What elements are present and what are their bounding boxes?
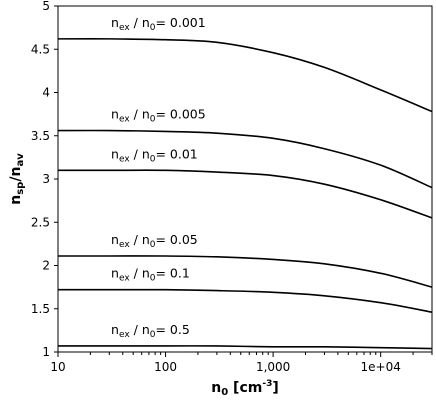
- series-label-part: n: [111, 15, 119, 30]
- series-label-part: 0: [150, 274, 156, 284]
- series-line-ratio-0.005: [57, 129, 433, 189]
- series-label-part: = 0.1: [155, 266, 189, 281]
- y-tick-label: 2.5: [31, 215, 50, 229]
- y-tick-label: 1: [42, 345, 50, 359]
- series-label-part: n: [111, 146, 119, 161]
- series-label-part: = 0.01: [155, 146, 197, 161]
- series-label-part: = 0.05: [155, 232, 197, 247]
- axis-ticks: 1 1.5 2 2.5 3 3.5 4 4.5 5 10 100 1,000 1e+04: [31, 0, 433, 374]
- series-label-part: ex: [119, 115, 130, 125]
- series-label-part: n: [111, 266, 119, 281]
- y-tick-label: 4: [42, 86, 50, 100]
- y-tick-label: 2: [42, 259, 50, 273]
- series-label-part: ex: [119, 23, 130, 33]
- y-tick-label: 3: [42, 172, 50, 186]
- series-label-part: n: [111, 322, 119, 337]
- series-label-part: ex: [119, 274, 130, 284]
- series-label-part: 0: [150, 23, 156, 33]
- series-label-part: n: [111, 232, 119, 247]
- y-tick-label: 4.5: [31, 42, 50, 56]
- series-label-part: / n: [130, 146, 150, 161]
- plot-frame: [57, 5, 433, 353]
- series-label-part: = 0.005: [155, 107, 205, 122]
- series-label-ratio-0.001: nex / n0= 0.001: [111, 15, 206, 33]
- y-tick-label: 3.5: [31, 129, 50, 143]
- x-tick-label: 1e+04: [361, 360, 401, 374]
- y-tick-label: 5: [42, 0, 50, 13]
- series-label-part: ex: [119, 330, 130, 340]
- series-label-ratio-0.05: nex / n0= 0.05: [111, 232, 198, 250]
- series-label-part: 0: [150, 240, 156, 250]
- series-label-part: / n: [130, 107, 150, 122]
- series-label-ratio-0.5: nex / n0= 0.5: [111, 322, 190, 340]
- series-label-part: / n: [130, 232, 150, 247]
- x-tick-label: 10: [50, 360, 65, 374]
- series-line-ratio-0.1: [58, 288, 433, 313]
- series-label-part: = 0.001: [155, 15, 205, 30]
- y-tick-label: 1.5: [31, 302, 50, 316]
- series-lines: [57, 38, 433, 350]
- series-label-part: / n: [130, 266, 150, 281]
- series-line-ratio-0.01: [57, 169, 433, 219]
- series-label-part: 0: [150, 154, 156, 164]
- series-line-ratio-0.001: [57, 38, 433, 113]
- x-tick-label: 100: [154, 360, 177, 374]
- series-label-part: = 0.5: [155, 322, 189, 337]
- x-axis-title: n0 [cm-3]: [211, 379, 279, 398]
- y-axis-title: nsp/nav: [8, 153, 26, 205]
- series-label-part: / n: [130, 15, 150, 30]
- series-label-part: / n: [130, 322, 150, 337]
- series-label-part: 0: [150, 330, 156, 340]
- series-label-part: n: [111, 107, 119, 122]
- series-label-part: ex: [119, 240, 130, 250]
- x-tick-label: 1,000: [256, 360, 290, 374]
- series-label-ratio-0.1: nex / n0= 0.1: [111, 266, 190, 284]
- series-label-part: ex: [119, 154, 130, 164]
- series-label-ratio-0.01: nex / n0= 0.01: [111, 146, 198, 164]
- series-label-ratio-0.005: nex / n0= 0.005: [111, 107, 206, 125]
- series-line-ratio-0.05: [57, 255, 433, 288]
- series-label-part: 0: [150, 115, 156, 125]
- series-line-ratio-0.5: [58, 345, 433, 350]
